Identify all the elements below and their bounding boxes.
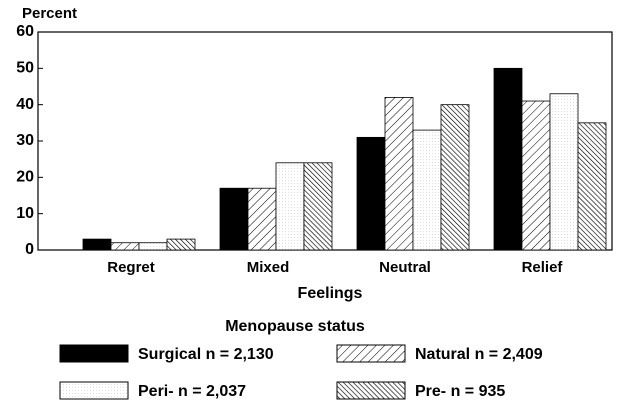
legend-swatch: [59, 344, 129, 363]
y-tick-label: 0: [25, 241, 34, 258]
bar: [577, 122, 607, 251]
y-tick-label: 60: [16, 23, 34, 40]
bar: [166, 238, 196, 251]
legend-label: Natural n = 2,409: [415, 346, 543, 363]
x-axis-label: Feelings: [298, 285, 363, 302]
y-tick-label: 20: [16, 169, 34, 186]
x-tick-label: Mixed: [247, 259, 290, 276]
bar: [493, 67, 523, 251]
bar: [549, 93, 579, 251]
bar: [521, 100, 551, 251]
legend-swatch: [59, 381, 129, 400]
legend-label: Peri- n = 2,037: [138, 383, 246, 400]
bar: [356, 136, 386, 251]
y-tick-label: 10: [16, 205, 34, 222]
x-tick-label: Relief: [522, 259, 564, 276]
bar: [412, 129, 442, 251]
bar: [303, 162, 333, 251]
y-tick-label: 40: [16, 96, 34, 113]
bar: [440, 104, 470, 251]
y-axis-label: Percent: [22, 5, 77, 22]
legend-label: Surgical n = 2,130: [138, 346, 274, 363]
y-tick-label: 30: [16, 132, 34, 149]
x-tick-label: Regret: [107, 259, 155, 276]
legend-title: Menopause status: [225, 318, 365, 335]
bar: [110, 242, 140, 251]
bar: [275, 162, 305, 251]
x-tick-label: Neutral: [379, 259, 431, 276]
bar: [138, 242, 168, 251]
bar: [219, 187, 249, 251]
legend-label: Pre- n = 935: [415, 383, 505, 400]
legend-swatch: [336, 344, 406, 363]
bar: [384, 97, 414, 251]
bar: [247, 187, 277, 251]
bar: [82, 238, 112, 251]
y-tick-label: 50: [16, 60, 34, 77]
legend-swatch: [336, 381, 406, 400]
